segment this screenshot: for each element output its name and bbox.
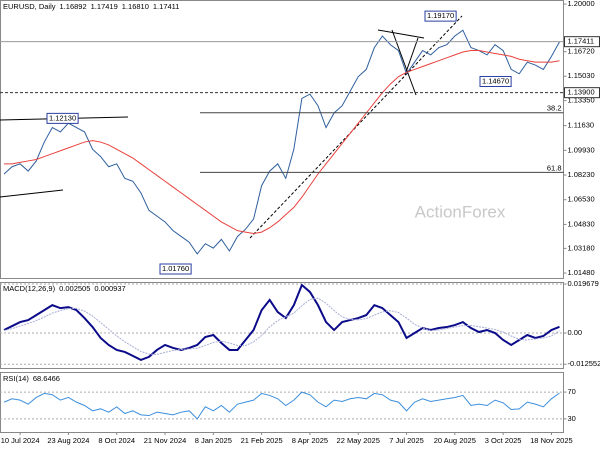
panel-title: EURUSD, Daily [3,2,56,11]
y-tick-label: 30 [568,414,576,423]
series-line [3,283,560,361]
y-tick-label: 70 [568,387,576,396]
annotation-box [479,75,512,87]
y-tick-label: 1.01480 [568,268,595,277]
rsi-panel [0,372,564,433]
y-tick-label: 1.11630 [568,121,595,130]
price-label: 1.17411 [568,37,595,46]
y-tick-label: 0.019679 [568,279,599,288]
header-value: 1.16892 [60,2,87,11]
x-tick-label: 21 Nov 2024 [144,436,187,445]
annotation-label: 1.14670 [482,76,509,85]
header-value: 1.16810 [122,2,149,11]
trend-line [0,189,64,198]
trend-line [404,37,419,76]
fib-label: 61.8 [547,163,562,172]
header-value: 0.000937 [94,284,125,293]
x-tick-label: 7 Jul 2025 [389,436,424,445]
x-tick-label: 8 Jan 2025 [195,436,232,445]
y-tick-label: 0.00 [568,328,583,337]
y-tick-label: 1.15030 [568,71,595,80]
x-tick-label: 10 Jul 2024 [1,436,40,445]
header-value: 0.002505 [59,284,90,293]
x-tick-label: 21 Feb 2025 [241,436,283,445]
trend-line [391,29,417,96]
y-tick-label: 1.20000 [568,0,595,8]
panel-title: MACD(12,26,9) [3,284,56,293]
annotation-box [159,263,192,275]
x-tick-label: 3 Oct 2025 [485,436,522,445]
main-panel [0,0,564,279]
y-tick-label: 1.16720 [568,47,595,56]
series-line [3,297,560,355]
macd-panel [0,282,564,369]
y-tick-label: -0.012552 [568,359,600,368]
annotation-box [46,112,79,124]
annotation-label: 1.01760 [162,264,189,273]
y-tick-label: 1.09930 [568,145,595,154]
annotation-box [424,10,457,22]
annotation-label: 1.19170 [427,11,454,20]
series-line [3,29,560,255]
series-line [3,391,560,420]
header-value: 1.17419 [91,2,118,11]
x-tick-label: 22 May 2025 [337,436,380,445]
x-tick-label: 20 Aug 2025 [434,436,476,445]
y-tick-label: 1.03180 [568,243,595,252]
x-tick-label: 8 Apr 2025 [292,436,328,445]
panel-title: RSI(14) [3,374,29,383]
header-value: 1.17411 [153,2,180,11]
y-tick-label: 1.04830 [568,219,595,228]
watermark: ActionForex [415,202,506,221]
series-line [4,50,560,235]
annotation-label: 1.12130 [49,113,76,122]
header-value: 68.6466 [33,374,60,383]
fib-label: 38.2 [547,104,562,113]
x-tick-label: 8 Oct 2024 [98,436,135,445]
y-tick-label: 1.08230 [568,170,595,179]
x-tick-label: 23 Aug 2024 [47,436,89,445]
y-tick-label: 1.06530 [568,195,595,204]
trend-line [377,29,425,39]
y-tick-label: 1.13350 [568,96,595,105]
x-tick-label: 18 Nov 2025 [530,436,573,445]
level-label: 1.13900 [568,88,595,97]
